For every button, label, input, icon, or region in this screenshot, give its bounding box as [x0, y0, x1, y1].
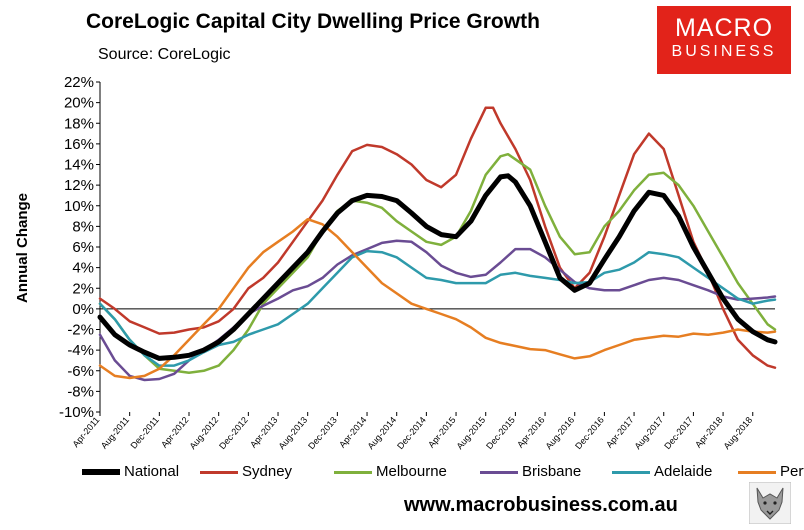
series-line-perth: [98, 217, 777, 380]
line-chart: -10% -8% -6% -4% -2% 0% 2% 4% 6% 8% 10% 12% 14% 16% 18…: [59, 74, 778, 451]
y-tick-label: 10%: [64, 198, 94, 215]
y-tick-label: 18%: [64, 115, 94, 132]
y-tick-label: -4%: [67, 342, 94, 359]
x-tick-label: Dec-2013: [306, 415, 339, 451]
legend-swatch: [200, 471, 238, 474]
y-tick-label: 2%: [72, 280, 94, 297]
legend-label: National: [124, 463, 180, 480]
x-tick-label: Apr-2016: [515, 415, 546, 450]
legend-swatch: [334, 471, 372, 474]
y-tick-label: 4%: [72, 260, 94, 277]
y-tick-label: 20%: [64, 95, 94, 112]
website-url[interactable]: www.macrobusiness.com.au: [404, 494, 678, 516]
x-axis-ticks: Apr-2011Aug-2011Dec-2011Apr-2012Aug-2012…: [71, 412, 755, 451]
chart-subtitle: Source: CoreLogic: [98, 46, 231, 63]
legend-swatch: [82, 469, 120, 475]
series-line-brisbane: [98, 239, 777, 382]
legend-label: Adelaide: [654, 463, 713, 480]
y-tick-label: -2%: [67, 322, 94, 339]
logo-line-2: BUSINESS: [671, 43, 777, 60]
y-tick-label: 22%: [64, 74, 94, 91]
legend-swatch: [480, 471, 518, 474]
y-tick-label: 16%: [64, 136, 94, 153]
macrobusiness-logo[interactable]: MACRO BUSINESS: [657, 6, 791, 74]
series-line-national: [97, 173, 778, 361]
x-tick-label: Dec-2016: [573, 415, 606, 451]
x-tick-label: Apr-2018: [693, 415, 724, 450]
x-tick-label: Aug-2012: [187, 415, 220, 451]
x-tick-label: Aug-2017: [633, 415, 666, 451]
x-tick-label: Dec-2014: [395, 415, 428, 451]
x-tick-label: Apr-2017: [604, 415, 635, 450]
y-tick-label: -6%: [67, 363, 94, 380]
series-line-melbourne: [98, 152, 777, 375]
legend-label: Brisbane: [522, 463, 582, 480]
legend-label: Perth: [780, 463, 804, 480]
x-tick-label: Dec-2015: [484, 415, 517, 451]
x-tick-label: Aug-2011: [99, 415, 131, 451]
series-line-sydney: [98, 106, 777, 369]
x-tick-label: Aug-2016: [543, 415, 576, 451]
legend-swatch: [612, 471, 650, 474]
logo-line-1: MACRO: [674, 14, 774, 42]
x-tick-label: Apr-2014: [337, 415, 368, 450]
y-axis-ticks: -10% -8% -6% -4% -2% 0% 2% 4% 6% 8% 10% 12% 14% 16% 18…: [59, 74, 100, 421]
x-tick-label: Aug-2013: [276, 415, 309, 451]
x-tick-label: Apr-2013: [248, 415, 279, 450]
x-tick-label: Apr-2015: [426, 415, 457, 450]
x-tick-label: Dec-2017: [662, 415, 695, 451]
x-tick-label: Dec-2012: [217, 415, 250, 451]
x-tick-label: Aug-2015: [454, 415, 487, 451]
wolf-head-icon: [749, 482, 791, 524]
chart-axes: [99, 82, 775, 412]
y-tick-label: 14%: [64, 157, 94, 174]
y-tick-label: 12%: [64, 177, 94, 194]
y-tick-label: -8%: [67, 383, 94, 400]
legend-swatch: [738, 471, 776, 474]
y-tick-label: 0%: [72, 301, 94, 318]
x-tick-label: Apr-2012: [159, 415, 190, 450]
y-tick-label: 6%: [72, 239, 94, 256]
chart-series: [97, 106, 778, 382]
x-tick-label: Aug-2014: [365, 415, 398, 451]
legend-label: Melbourne: [376, 463, 447, 480]
legend-label: Sydney: [242, 463, 293, 480]
y-tick-label: 8%: [72, 218, 94, 235]
y-tick-label: -10%: [59, 404, 94, 421]
x-tick-label: Dec-2011: [129, 415, 161, 451]
chart-title: CoreLogic Capital City Dwelling Price Gr…: [86, 10, 540, 33]
x-tick-label: Aug-2018: [722, 415, 755, 451]
